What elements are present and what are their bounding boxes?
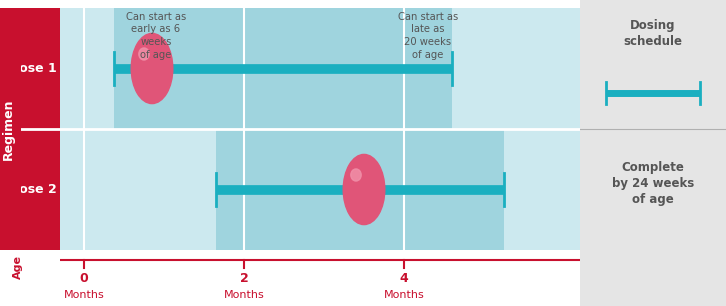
Ellipse shape (351, 169, 362, 181)
Text: Can start as
early as 6
weeks
of age: Can start as early as 6 weeks of age (126, 12, 186, 60)
Text: Can start as
late as
20 weeks
of age: Can start as late as 20 weeks of age (398, 12, 458, 60)
Text: Months: Months (224, 290, 264, 300)
Ellipse shape (131, 33, 173, 104)
Text: Dosing
schedule: Dosing schedule (624, 19, 682, 48)
Text: 2: 2 (240, 272, 248, 285)
Text: 0: 0 (80, 272, 89, 285)
Text: 4: 4 (399, 272, 408, 285)
Text: Months: Months (383, 290, 425, 300)
Text: Dose 2: Dose 2 (9, 183, 57, 196)
Text: Regimen: Regimen (2, 98, 15, 160)
Text: Complete
by 24 weeks
of age: Complete by 24 weeks of age (612, 161, 694, 206)
Text: Dose 1: Dose 1 (9, 62, 57, 75)
Ellipse shape (139, 48, 150, 60)
Text: Age: Age (13, 255, 23, 279)
Bar (216, 129, 504, 250)
Ellipse shape (343, 155, 385, 225)
Text: Months: Months (64, 290, 105, 300)
Bar (114, 8, 452, 129)
